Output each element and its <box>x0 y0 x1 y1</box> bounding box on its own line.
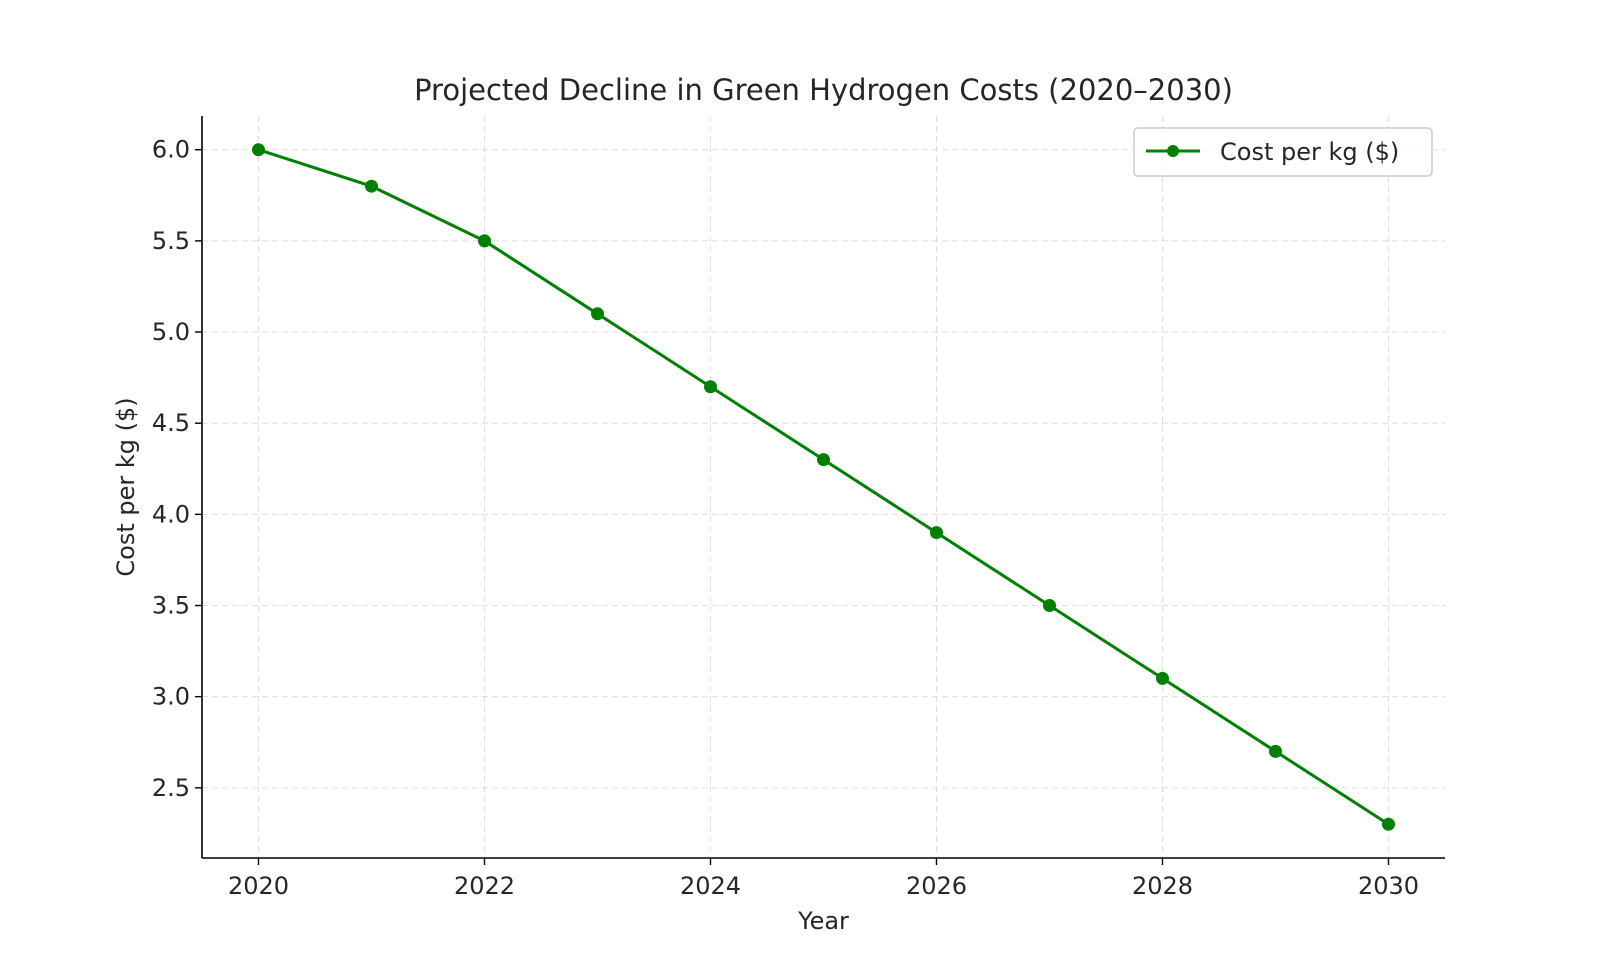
x-tick-label: 2020 <box>228 872 289 900</box>
data-point <box>1269 744 1282 758</box>
data-point <box>1382 817 1395 831</box>
y-tick-label: 5.0 <box>152 318 190 346</box>
data-point <box>478 234 491 248</box>
data-point <box>1156 671 1169 685</box>
axes <box>201 116 1445 859</box>
y-tick-label: 3.0 <box>152 683 190 711</box>
x-tick-label: 2026 <box>906 872 967 900</box>
chart-title: Projected Decline in Green Hydrogen Cost… <box>414 73 1233 107</box>
legend-box <box>1133 127 1433 177</box>
legend-series-marker <box>1167 145 1179 157</box>
data-point <box>930 526 943 540</box>
legend: Cost per kg ($) <box>1133 127 1433 177</box>
y-tick-label: 2.5 <box>152 774 190 802</box>
y-tick-label: 4.0 <box>152 500 190 528</box>
y-tick-label: 4.5 <box>152 409 190 437</box>
x-axis-label: Year <box>797 907 849 935</box>
data-point <box>252 143 265 157</box>
y-tick-label: 3.5 <box>152 592 190 620</box>
data-point <box>591 307 604 321</box>
x-tick-label: 2028 <box>1132 872 1193 900</box>
y-axis-ticks: 2.5 3.0 3.5 4.0 4.5 5.0 5.5 6.0 <box>152 136 202 802</box>
y-tick-label: 5.5 <box>152 227 190 255</box>
data-point <box>1043 599 1056 613</box>
series-line <box>257 148 1390 826</box>
y-axis-label: Cost per kg ($) <box>112 397 140 576</box>
data-point <box>817 453 830 467</box>
x-tick-label: 2030 <box>1358 872 1419 900</box>
data-point <box>365 179 378 193</box>
y-tick-label: 6.0 <box>152 136 190 164</box>
legend-series-label: Cost per kg ($) <box>1220 138 1399 166</box>
grid <box>202 116 1445 858</box>
x-tick-label: 2022 <box>454 872 515 900</box>
series-layer <box>252 143 1395 831</box>
x-tick-label: 2024 <box>680 872 741 900</box>
data-point <box>704 380 717 394</box>
x-axis-ticks: 2020 2022 2024 2026 2028 2030 <box>228 858 1419 900</box>
